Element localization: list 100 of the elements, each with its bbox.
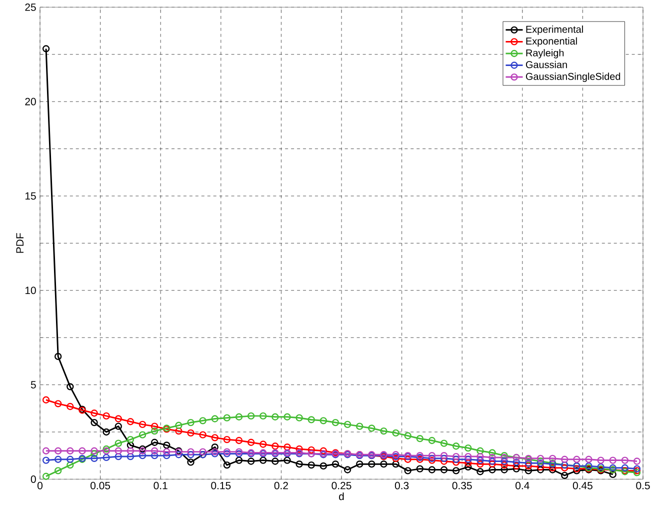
y-axis-title: PDF [16,233,24,253]
point [175,450,182,458]
point [404,432,412,440]
point [296,445,303,452]
point [308,416,315,424]
point [114,440,122,447]
point [66,456,74,463]
point [150,438,158,446]
point [66,382,74,390]
point [452,467,460,474]
point [500,466,508,474]
point [66,402,74,410]
point [138,420,146,428]
point [392,460,400,468]
point [500,458,508,465]
point [90,447,98,454]
point [235,436,243,444]
point [452,456,460,463]
point [621,456,629,464]
legend-label: GaussianSingleSided [526,72,620,82]
point [332,460,340,468]
point [476,456,484,464]
point [404,456,412,463]
y-tick-label: 25 [25,3,36,11]
point [235,413,243,420]
point [524,467,532,474]
point [211,443,218,451]
point [126,436,134,444]
point [175,427,182,435]
point [428,436,436,444]
point [524,459,532,467]
point [344,420,352,428]
point [211,415,218,422]
point [428,452,436,460]
point [573,456,580,463]
point [78,447,86,454]
x-axis-title: d [339,492,344,500]
point [320,447,328,454]
point [284,456,291,464]
point [199,431,206,438]
point [150,447,158,454]
point [464,452,472,460]
point [126,442,134,449]
point [512,458,520,466]
point [187,418,194,426]
point [320,462,328,470]
point [187,450,194,458]
point [223,436,231,444]
point [199,448,206,456]
point [452,442,460,450]
point [476,452,484,460]
point [114,422,122,430]
point [380,460,388,468]
point [90,409,98,417]
point [428,466,436,474]
point [512,462,520,470]
x-tick-label: 0.25 [332,482,352,490]
point [488,454,496,461]
point [404,467,412,474]
point [175,422,182,429]
legend-label: Experimental [526,25,583,35]
point [54,467,62,474]
point [163,448,170,456]
legend-label: Exponential [526,37,577,46]
point [416,465,424,472]
point [356,422,364,430]
point [416,434,424,442]
point [272,413,279,420]
point [54,400,62,408]
point [440,466,448,474]
point [54,456,62,463]
point [102,428,110,436]
point [476,447,484,454]
point [536,463,544,470]
point [356,460,364,468]
point [332,418,340,426]
point [272,442,279,450]
point [90,454,98,462]
point [464,459,472,467]
point [66,447,74,454]
point [488,449,496,456]
point [163,442,170,449]
point [500,461,508,469]
point [138,431,146,438]
point [464,444,472,452]
legend-label: Rayleigh [526,48,564,58]
point [609,456,616,464]
point [102,454,110,461]
point [548,454,556,462]
point [452,458,460,466]
point [368,460,376,468]
point [476,460,484,468]
point [54,447,62,454]
point [512,465,520,472]
point [296,414,303,422]
point [476,468,484,476]
point [440,440,448,447]
y-tick-label: 10 [25,286,36,294]
point [536,466,544,474]
x-tick-label: 0.1 [154,482,168,490]
